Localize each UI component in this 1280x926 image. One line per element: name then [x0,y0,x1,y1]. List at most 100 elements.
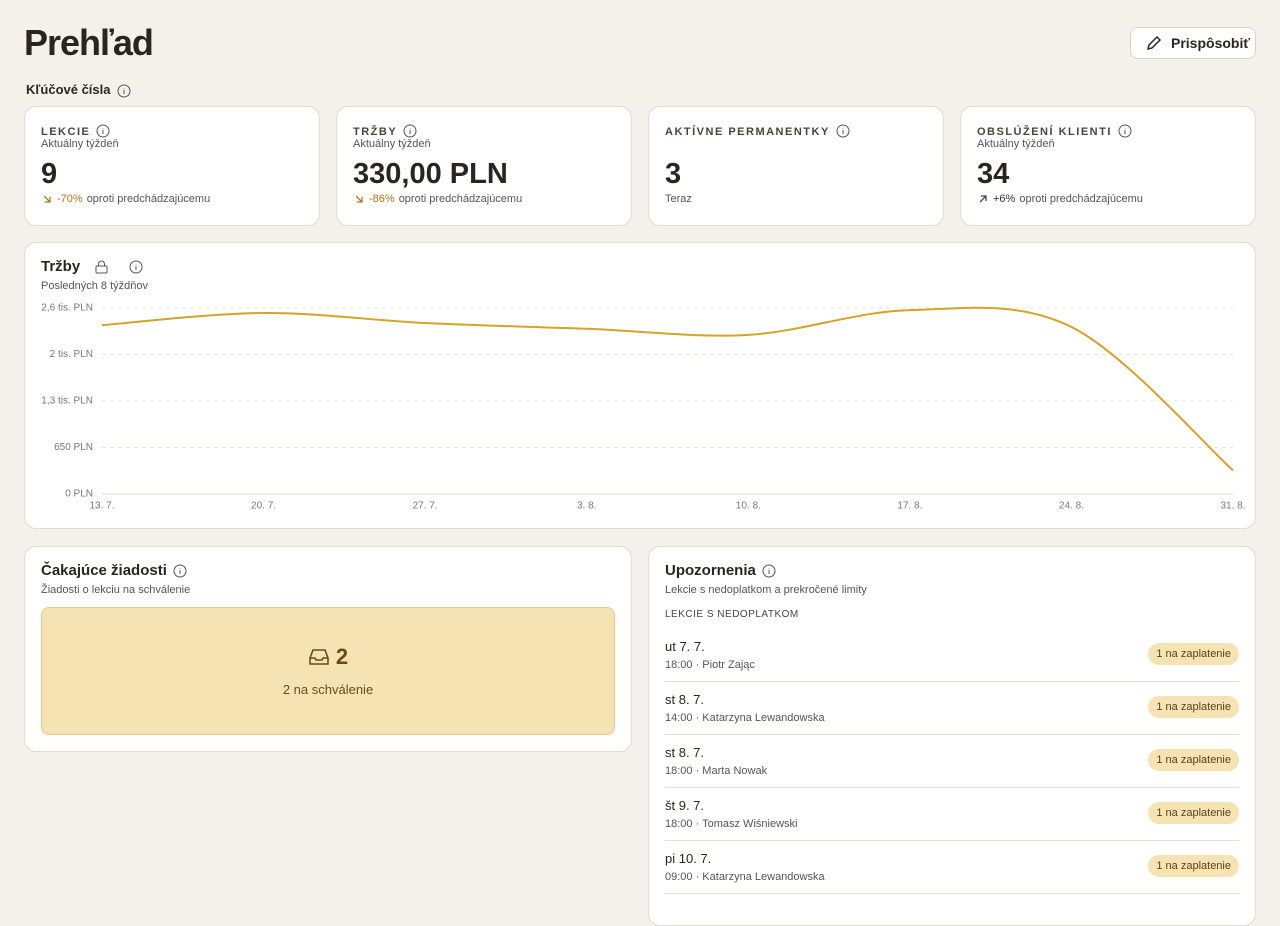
y-tick-label: 2 tis. PLN [50,349,93,360]
info-icon[interactable] [403,124,417,138]
x-tick-label: 31. 8. [1220,501,1245,512]
info-icon[interactable] [173,564,187,578]
y-tick-label: 650 PLN [54,442,93,453]
kpi-label: AKTÍVNE PERMANENTKY [665,126,830,138]
kpi-change-row: -70% oproti predchádzajúcemu [41,193,303,205]
kpi-label: OBSLÚŽENÍ KLIENTI [977,126,1112,138]
alert-badge: 1 na zaplatenie [1148,802,1239,824]
revenue-line [101,306,1234,472]
kpi-change-row: -86% oproti predchádzajúcemu [353,193,615,205]
alerts-subtitle: Lekcie s nedoplatkom a prekročené limity [665,584,867,596]
alerts-title-row: Upozornenia [665,562,776,579]
kpi-label: TRŽBY [353,126,398,138]
kpi-label: LEKCIE [41,126,91,138]
x-tick-label: 17. 8. [897,501,922,512]
kpi-label-row: AKTÍVNE PERMANENTKY [665,122,927,138]
kpi-label-row: OBSLÚŽENÍ KLIENTI [977,122,1239,138]
y-tick-label: 0 PLN [65,489,93,500]
kpi-note: Teraz [665,193,692,205]
section-title-text: Kľúčové čísla [26,82,111,97]
pending-card: Čakajúce žiadosti Žiadosti o lekciu na s… [24,546,632,752]
kpi-comparison: oproti predchádzajúcemu [1019,193,1143,205]
customize-button[interactable]: Prispôsobiť [1130,27,1256,59]
alert-date: pi 10. 7. [665,851,712,866]
kpi-value: 330,00 PLN [353,158,508,190]
kpi-card: AKTÍVNE PERMANENTKY 3 Teraz [648,106,944,226]
kpi-change: +6% [993,193,1016,205]
y-tick-label: 1,3 tis. PLN [41,396,93,407]
alert-item: st 8. 7. 18:00 · Marta Nowak 1 na zaplaten… [665,735,1239,788]
chart: 0 PLN 650 PLN 1,3 tis. PLN 2 tis. PLN 2,6 ti… [41,303,1245,512]
customize-label: Prispôsobiť [1171,35,1251,51]
info-icon[interactable] [762,564,776,578]
kpi-sublabel: Aktuálny týždeň [353,138,431,150]
chart-title-row: Tržby [41,258,143,275]
alert-item: st 8. 7. 14:00 · Katarzyna Lewandowska 1 n… [665,682,1239,735]
pending-label: 2 na schválenie [282,682,374,697]
alert-detail: 18:00 · Tomasz Wiśniewski [665,818,798,830]
x-tick-label: 10. 8. [736,501,761,512]
trend-icon [355,195,363,203]
chart-title: Tržby [41,258,81,275]
inbox-icon [309,649,329,665]
pending-count: 2 [335,644,349,669]
kpi-sublabel: Aktuálny týždeň [977,138,1055,150]
alert-detail: 18:00 · Piotr Zając [665,659,755,671]
pending-title-row: Čakajúce žiadosti [41,562,187,579]
pencil-icon [1146,35,1162,51]
kpi-label-row: LEKCIE [41,122,303,138]
alert-badge: 1 na zaplatenie [1148,749,1239,771]
section-title: Kľúčové čísla [26,82,131,98]
kpi-sublabel [665,138,927,152]
pending-title: Čakajúce žiadosti [41,562,167,579]
alert-detail: 09:00 · Katarzyna Lewandowska [665,871,825,883]
alerts-section: LEKCIE S NEDOPLATKOM [665,609,799,620]
kpi-label-row: TRŽBY [353,122,615,138]
alert-item: pi 10. 7. 09:00 · Katarzyna Lewandowska 1 … [665,841,1239,894]
y-tick-label: 2,6 tis. PLN [41,303,93,314]
alert-date: št 9. 7. [665,798,705,813]
kpi-change: -86% [369,193,395,205]
kpi-value: 34 [977,158,1010,190]
trend-icon [43,195,51,203]
alert-badge: 1 na zaplatenie [1148,643,1239,665]
pending-box[interactable]: 2 2 na schválenie [41,607,615,735]
alert-item: št 9. 7. 18:00 · Tomasz Wiśniewski 1 na za… [665,788,1239,841]
info-icon[interactable] [1118,124,1132,138]
kpi-change: -70% [57,193,83,205]
kpi-card: TRŽBY Aktuálny týždeň 330,00 PLN -86% oproti… [336,106,632,226]
x-tick-label: 3. 8. [577,501,596,512]
trend-icon [979,195,987,203]
kpi-card: OBSLÚŽENÍ KLIENTI Aktuálny týždeň 34 +6% opr… [960,106,1256,226]
kpi-sublabel: Aktuálny týždeň [41,138,119,150]
alert-badge: 1 na zaplatenie [1148,696,1239,718]
alert-badge: 1 na zaplatenie [1148,855,1239,877]
kpi-value: 9 [41,158,58,190]
alert-date: ut 7. 7. [665,639,705,654]
page-title: Prehľad [24,22,154,63]
info-icon[interactable] [129,260,143,274]
revenue-card: Tržby Posledných 8 týždňov 0 PLN 650 PLN 1… [24,242,1256,529]
info-icon[interactable] [836,124,850,138]
x-tick-label: 27. 7. [413,501,438,512]
kpi-comparison: oproti predchádzajúcemu [398,193,523,205]
pending-subtitle: Žiadosti o lekciu na schválenie [41,584,191,596]
alerts-card: Upozornenia Lekcie s nedoplatkom a prekr… [648,546,1256,926]
pending-count-row: 2 [42,644,614,670]
x-tick-label: 13. 7. [89,501,114,512]
info-icon[interactable] [117,84,131,98]
alert-date: st 8. 7. [665,692,705,707]
kpi-change-row: +6% oproti predchádzajúcemu [977,193,1239,205]
kpi-comparison: oproti predchádzajúcemu [86,193,211,205]
alert-detail: 18:00 · Marta Nowak [665,765,768,777]
x-tick-label: 24. 8. [1059,501,1084,512]
x-tick-label: 20. 7. [251,501,276,512]
info-icon[interactable] [96,124,110,138]
lock-icon [95,260,108,274]
alert-item: ut 7. 7. 18:00 · Piotr Zając 1 na zaplaten… [665,629,1239,682]
alerts-list: ut 7. 7. 18:00 · Piotr Zając 1 na zaplaten… [665,629,1239,894]
kpi-card: LEKCIE Aktuálny týždeň 9 -70% oproti predchá… [24,106,320,226]
kpi-value: 3 [665,158,682,190]
alert-date: st 8. 7. [665,745,705,760]
alerts-title: Upozornenia [665,562,756,579]
